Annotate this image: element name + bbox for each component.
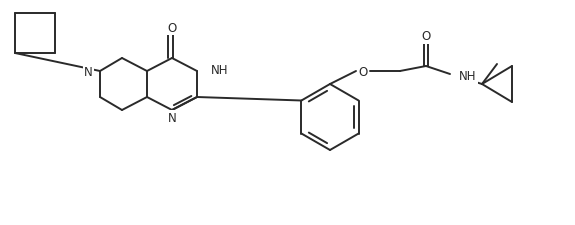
- Text: NH: NH: [211, 63, 228, 76]
- Text: O: O: [167, 21, 177, 34]
- Text: O: O: [358, 65, 367, 78]
- Text: N: N: [85, 65, 93, 78]
- Text: N: N: [168, 112, 177, 125]
- Text: NH: NH: [459, 70, 477, 83]
- Text: O: O: [421, 30, 431, 43]
